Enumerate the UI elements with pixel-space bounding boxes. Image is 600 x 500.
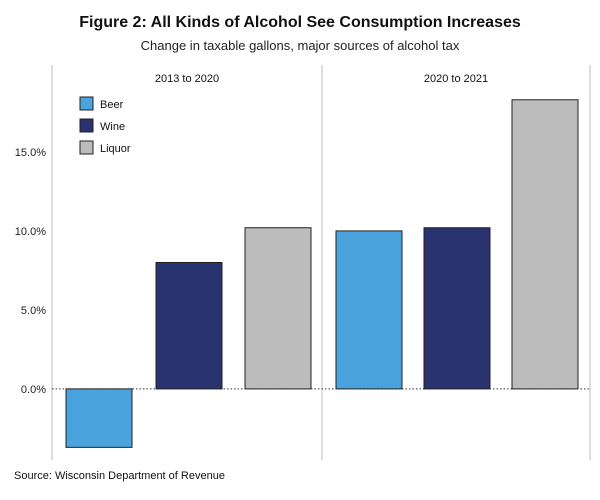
source-note: Source: Wisconsin Department of Revenue	[14, 470, 225, 482]
legend-label-wine: Wine	[100, 121, 125, 133]
legend-label-liquor: Liquor	[100, 143, 131, 155]
bar-wine	[155, 262, 223, 390]
bar-beer	[65, 388, 133, 448]
panel-label: 2020 to 2021	[424, 73, 488, 85]
legend-swatch-wine	[79, 118, 94, 133]
legend-label-beer: Beer	[100, 99, 124, 111]
chart-title: Figure 2: All Kinds of Alcohol See Consu…	[79, 14, 521, 31]
bar-liquor	[244, 227, 312, 390]
legend-swatch-beer	[79, 96, 94, 111]
y-tick-label: 10.0%	[15, 226, 46, 238]
panel-label: 2013 to 2020	[155, 73, 219, 85]
y-tick-label: 0.0%	[21, 384, 46, 396]
bar-beer	[335, 230, 403, 390]
y-tick-label: 15.0%	[15, 147, 46, 159]
bar-liquor	[511, 99, 579, 390]
y-tick-label: 5.0%	[21, 305, 46, 317]
chart-subtitle: Change in taxable gallons, major sources…	[140, 38, 460, 53]
legend-swatch-liquor	[79, 140, 94, 155]
bar-wine	[423, 227, 491, 390]
